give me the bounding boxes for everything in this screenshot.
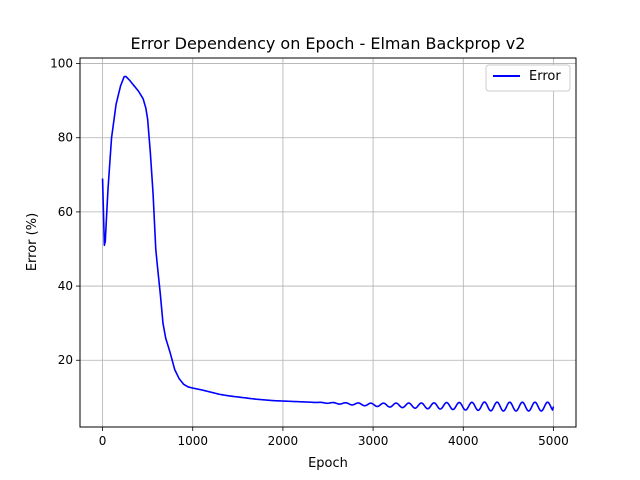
legend-label-error: Error — [529, 69, 561, 84]
x-tick-label: 4000 — [448, 434, 479, 448]
legend: Error — [485, 64, 571, 92]
x-tick-label: 1000 — [177, 434, 208, 448]
y-tick-label: 60 — [58, 205, 73, 219]
legend-box — [485, 64, 571, 92]
x-axis-label: Epoch — [308, 456, 348, 471]
x-tick-label: 3000 — [358, 434, 389, 448]
y-tick-label: 80 — [58, 131, 73, 145]
y-tick-label: 40 — [58, 279, 73, 293]
series-line-error — [101, 75, 555, 412]
y-tick-label: 100 — [50, 57, 73, 71]
x-tick-label: 2000 — [268, 434, 299, 448]
y-axis-ticks: 20 40 60 80 100 — [50, 57, 80, 367]
x-axis-ticks: 0 1000 2000 3000 4000 5000 — [99, 427, 569, 448]
y-axis-label: Error (%) — [25, 213, 40, 271]
x-tick-label: 5000 — [538, 434, 569, 448]
chart-title: Error Dependency on Epoch - Elman Backpr… — [131, 34, 526, 53]
x-tick-label: 0 — [99, 434, 107, 448]
plot-lines — [101, 75, 555, 412]
grid-lines — [80, 58, 576, 427]
y-tick-label: 20 — [58, 353, 73, 367]
plot-frame — [79, 57, 577, 428]
